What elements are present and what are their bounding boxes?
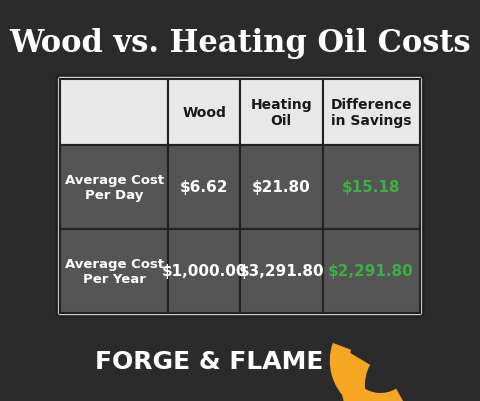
- Text: FORGE & FLAME: FORGE & FLAME: [95, 349, 323, 373]
- Bar: [60, 229, 168, 313]
- Bar: [240, 145, 323, 229]
- Bar: [323, 229, 420, 313]
- Text: $2,291.80: $2,291.80: [328, 263, 414, 278]
- Text: Heating
Oil: Heating Oil: [251, 98, 312, 128]
- Text: $3,291.80: $3,291.80: [239, 263, 324, 278]
- Text: $1,000.00: $1,000.00: [161, 263, 247, 278]
- Text: $15.18: $15.18: [342, 180, 400, 194]
- Text: $6.62: $6.62: [180, 180, 228, 194]
- Bar: [168, 229, 240, 313]
- Bar: [240, 229, 323, 313]
- Bar: [240, 80, 323, 145]
- Bar: [60, 145, 168, 229]
- Bar: [323, 80, 420, 145]
- Text: $21.80: $21.80: [252, 180, 311, 194]
- Text: Wood vs. Heating Oil Costs: Wood vs. Heating Oil Costs: [9, 28, 471, 59]
- Text: Average Cost
Per Year: Average Cost Per Year: [65, 257, 164, 285]
- Text: Average Cost
Per Day: Average Cost Per Day: [65, 173, 164, 201]
- Bar: [323, 145, 420, 229]
- Wedge shape: [341, 353, 425, 401]
- FancyBboxPatch shape: [57, 76, 423, 317]
- Text: Wood: Wood: [182, 106, 226, 120]
- Bar: [60, 80, 168, 145]
- Text: Difference
in Savings: Difference in Savings: [330, 98, 412, 128]
- Wedge shape: [330, 343, 406, 401]
- Bar: [168, 80, 240, 145]
- Bar: [168, 145, 240, 229]
